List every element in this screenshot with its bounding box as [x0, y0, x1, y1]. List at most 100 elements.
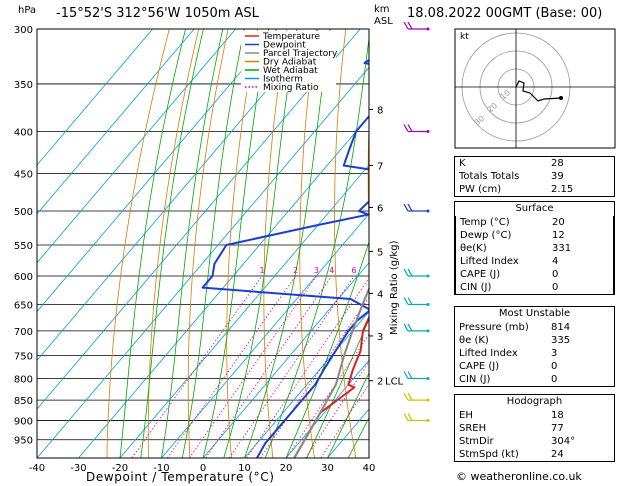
index-row-pw: PW (cm) 2.15: [455, 183, 614, 196]
mixing-ratio-line: [205, 275, 333, 458]
temperature-tick-label: 10: [238, 463, 251, 474]
mu-row: CIN (J) 0: [455, 373, 614, 386]
km-tick-label: 6: [377, 203, 383, 214]
mixing-ratio-axis-label: Mixing Ratio (g/kg): [389, 240, 400, 335]
surface-row: Dewp (°C) 12: [456, 229, 613, 242]
index-value: 18: [551, 410, 564, 421]
wet-adiabat-line: [119, 29, 186, 458]
date-title: 18.08.2022 00GMT (Base: 00): [407, 6, 603, 21]
isotherm-line: [285, 359, 369, 458]
indices-top-table: K 28 Totals Totals 39 PW (cm) 2.15: [454, 156, 615, 197]
dry-adiabat-line: [334, 29, 357, 458]
mixing-ratio-line: [286, 333, 369, 458]
most-unstable-title: Most Unstable: [498, 308, 571, 319]
index-value: 0: [552, 282, 559, 293]
wind-barb: [403, 392, 430, 402]
mixing-ratio-line: [305, 360, 369, 458]
isotherm-line: [78, 115, 369, 458]
pressure-tick-label: 550: [14, 241, 33, 252]
temperature-tick-label: -40: [29, 463, 45, 474]
pressure-tick-label: 700: [14, 327, 33, 338]
index-label: Temp (°C): [460, 217, 510, 228]
index-value: 24: [551, 449, 564, 460]
legend-entry: Wet Adiabat: [263, 66, 318, 76]
km-tick-label: 5: [377, 247, 383, 258]
temperature-tick-label: -30: [70, 463, 86, 474]
index-value: 0: [552, 269, 559, 280]
isotherm-line: [244, 310, 369, 458]
wet-adiabat-line: [202, 29, 269, 458]
index-label: K: [459, 158, 466, 169]
wind-barb: [403, 297, 430, 307]
index-label: CIN (J): [460, 282, 492, 293]
dry-adiabat-line: [299, 29, 317, 458]
index-value: 77: [551, 423, 564, 434]
hodograph-table: Hodograph EH 18 SREH 77 StmDir 304° StmSpd …: [454, 394, 615, 462]
index-label: θe(K): [460, 243, 487, 254]
km-tick-label: 7: [377, 161, 383, 172]
temperature-tick-label: 40: [363, 463, 376, 474]
index-row-totals: Totals Totals 39: [455, 170, 614, 183]
pressure-tick-label: 400: [14, 128, 33, 139]
wind-barb: [403, 203, 430, 213]
index-label: Pressure (mb): [459, 322, 529, 333]
pressure-tick-label: 850: [14, 396, 33, 407]
wet-adiabat-line: [306, 318, 369, 458]
series-dewpoint: [201, 58, 369, 458]
legend-entry: Parcel Trajectory: [263, 49, 338, 59]
surface-row: CAPE (J) 0: [456, 268, 613, 281]
index-label: Dewp (°C): [460, 230, 512, 241]
wind-barb: [403, 21, 430, 31]
km-tick-label: 3: [377, 332, 383, 343]
isotherm-line: [37, 29, 236, 264]
surface-row: θe(K) 331: [456, 242, 613, 255]
index-label: Lifted Index: [459, 348, 518, 359]
isotherm-line: [37, 29, 153, 166]
surface-row: Lifted Index 4: [456, 255, 613, 268]
mixing-ratio-label: 2: [293, 266, 298, 275]
most-unstable-table: Most Unstable Pressure (mb) 814 θe (K) 335…: [454, 306, 615, 387]
pressure-tick-label: 300: [14, 25, 33, 36]
legend-entry: Dewpoint: [263, 41, 306, 51]
wind-barb: [403, 371, 430, 380]
pressure-tick-label: 800: [14, 374, 33, 385]
index-value: 3: [551, 348, 558, 359]
mixing-ratio-line: [320, 383, 369, 458]
surface-row: Temp (°C) 20: [456, 216, 613, 229]
isotherm-line: [37, 29, 278, 313]
mixing-ratio-line: [189, 275, 317, 458]
index-value: 4: [552, 256, 559, 267]
isotherm-line: [161, 213, 369, 458]
dry-adiabat-line: [367, 114, 369, 237]
dry-adiabat-line: [263, 29, 288, 458]
mixing-ratio-label: 10: [378, 266, 388, 275]
mixing-ratio-label: 4: [329, 266, 334, 275]
wet-adiabat-line: [285, 240, 369, 458]
wet-adiabat-line: [264, 35, 369, 458]
index-label: StmSpd (kt): [459, 449, 519, 460]
wind-barb: [403, 413, 430, 422]
hodo-row: StmSpd (kt) 24: [455, 448, 614, 461]
temperature-tick-label: 30: [321, 463, 334, 474]
km-tick-label: 2: [377, 377, 383, 388]
isotherm-line: [202, 262, 369, 458]
index-label: PW (cm): [459, 184, 502, 195]
mixing-ratio-line: [228, 275, 355, 458]
index-value: 39: [551, 171, 564, 182]
mixing-ratio-label: 3: [314, 266, 319, 275]
mixing-ratio-label: 20: [421, 266, 431, 275]
temperature-tick-label: 0: [200, 463, 206, 474]
mu-row: CAPE (J) 0: [455, 360, 614, 373]
temperature-tick-label: -20: [112, 463, 128, 474]
pressure-unit-label: hPa: [18, 5, 37, 16]
wet-adiabat-line: [161, 29, 224, 458]
wind-barb: [403, 323, 430, 333]
index-label: CAPE (J): [459, 361, 500, 372]
series-parcel-trajectory: [293, 286, 369, 458]
pressure-tick-label: 600: [14, 272, 33, 283]
lcl-label: LCL: [385, 377, 404, 388]
index-label: CIN (J): [459, 374, 491, 385]
